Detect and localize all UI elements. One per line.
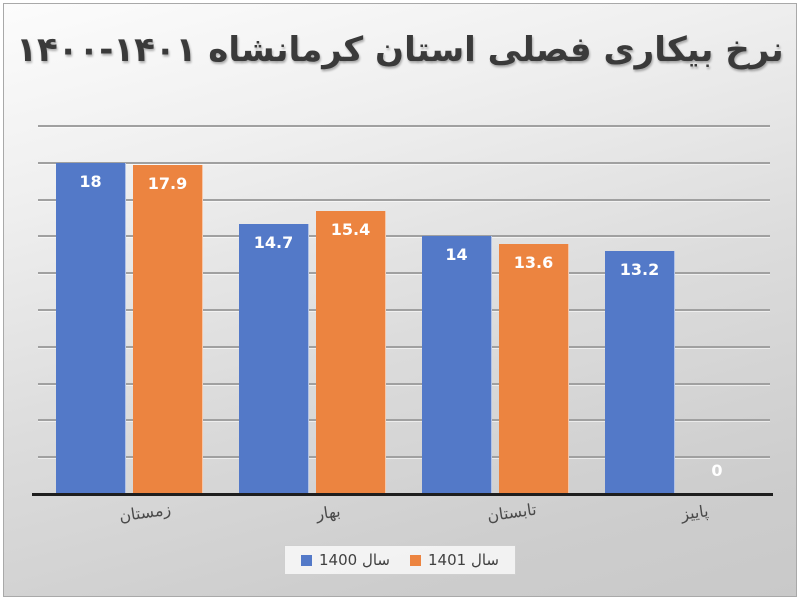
bar-slot: 18: [56, 126, 126, 494]
chart-title-years: ۱۴۰۰-۱۴۰۱: [16, 30, 197, 70]
bar-value-label: 14.7: [253, 232, 294, 252]
chart-title-text: نرخ بیکاری فصلی استان کرمانشاه: [208, 30, 784, 70]
bar-value-label: 13.2: [619, 260, 660, 280]
legend-label: سال 1401: [428, 551, 499, 569]
category-label: بهار: [315, 501, 342, 524]
bar-group: 18 17.9: [38, 126, 221, 494]
bar-value-label: 17.9: [147, 173, 188, 193]
bar-slot: 13.2: [605, 126, 675, 494]
gridline: [38, 125, 770, 127]
gridline: [38, 345, 770, 348]
chart-slide: نرخ بیکاری فصلی استان کرمانشاه ۱۴۰۰-۱۴۰۱…: [3, 3, 797, 597]
legend-marker-icon: [301, 554, 312, 566]
bar: 15.4: [316, 210, 386, 494]
gridline: [38, 198, 770, 201]
bar-value-label: 15.4: [330, 219, 371, 239]
gridline: [38, 272, 770, 275]
gridline: [38, 382, 770, 385]
bar: 17.9: [133, 164, 203, 494]
chart-title: نرخ بیکاری فصلی استان کرمانشاه ۱۴۰۰-۱۴۰۱: [4, 30, 796, 70]
gridline: [38, 419, 770, 422]
bar-value-label: 14: [445, 245, 468, 265]
bar-slot: 0: [682, 126, 752, 494]
bar-slot: 13.6: [499, 126, 569, 494]
bar-slot: 14.7: [239, 126, 309, 494]
bar-slot: 15.4: [316, 126, 386, 494]
bar-slot: 17.9: [133, 126, 203, 494]
legend-item: سال 1401: [410, 551, 499, 569]
gridline: [38, 161, 770, 164]
bar: 14.7: [239, 223, 309, 494]
gridline: [38, 456, 770, 459]
bar: 14: [422, 236, 492, 494]
legend: سال 1400 سال 1401: [4, 545, 796, 575]
bar-slot: 14: [422, 126, 492, 494]
bar: 13.2: [605, 251, 675, 494]
legend-marker-icon: [410, 554, 421, 566]
legend-item: سال 1400: [301, 551, 390, 569]
bar-value-label: 13.6: [513, 252, 554, 272]
bar: 18: [56, 162, 126, 494]
category-label: زمستان: [118, 499, 173, 526]
legend-label: سال 1400: [319, 551, 390, 569]
gridline: [38, 309, 770, 311]
category-label: تابستان: [485, 499, 538, 526]
plot-area: 18 17.9 14.7 15.4 14 13.6 13.2 0: [32, 125, 773, 496]
bar-group: 14.7 15.4: [221, 126, 404, 494]
bar-value-label: 18: [79, 171, 102, 191]
x-axis-labels: زمستان بهار تابستان پاییز: [38, 499, 770, 526]
bar-value-label: 0: [711, 461, 723, 480]
bar-group: 13.2 0: [587, 126, 770, 494]
bar-groups: 18 17.9 14.7 15.4 14 13.6 13.2 0: [38, 126, 770, 494]
bar-group: 14 13.6: [404, 126, 587, 494]
category-label: پاییز: [679, 501, 710, 524]
gridline: [38, 235, 770, 238]
bar: 13.6: [499, 243, 569, 494]
x-axis-line: [32, 493, 773, 496]
legend-box: سال 1400 سال 1401: [284, 545, 516, 575]
